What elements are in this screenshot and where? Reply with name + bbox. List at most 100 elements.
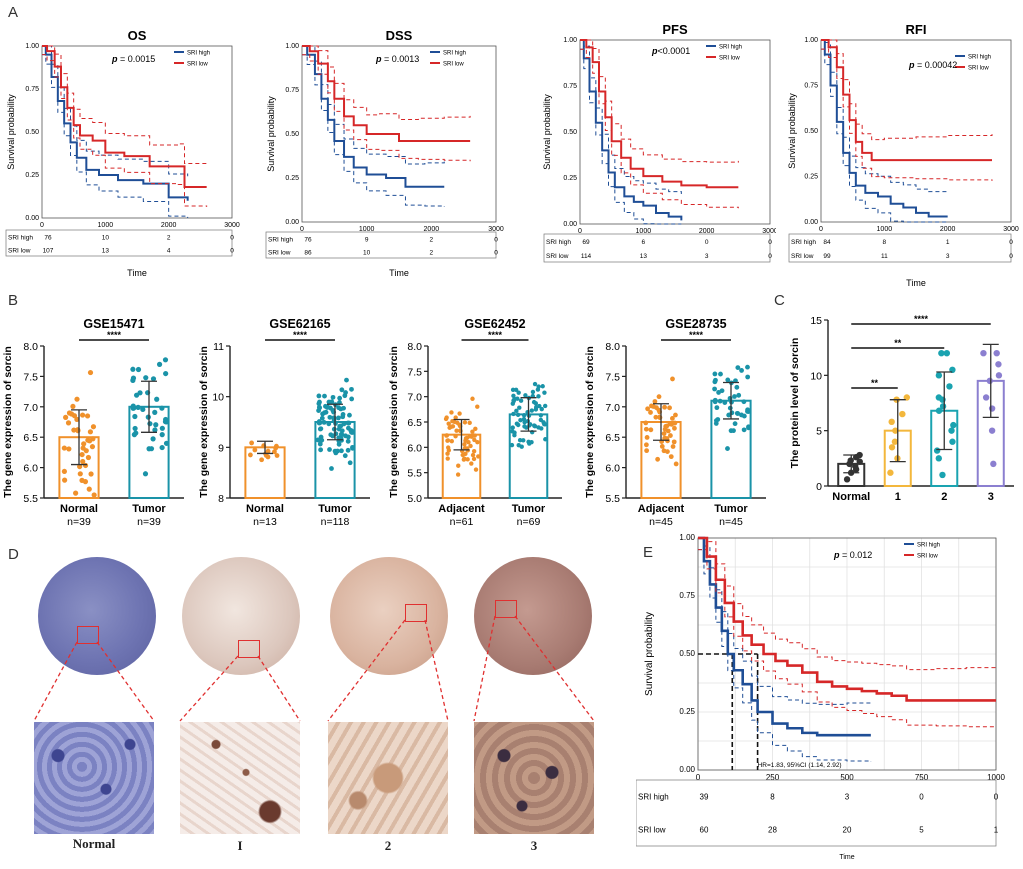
risk-table-value: 8 <box>883 239 887 246</box>
legend-label: SRI high <box>968 55 991 61</box>
data-point <box>445 438 451 443</box>
data-point <box>652 399 658 404</box>
data-point <box>643 442 649 448</box>
data-point <box>452 419 457 424</box>
sample-count: n=61 <box>450 516 474 528</box>
risk-table-frame <box>788 233 1012 263</box>
risk-table-row-label: SRI low <box>791 253 814 260</box>
data-point <box>336 415 341 421</box>
data-point <box>653 414 659 420</box>
data-point <box>510 387 516 393</box>
risk-table-row-label: SRI low <box>638 826 666 835</box>
y-tick-label: 1.00 <box>563 37 577 44</box>
x-tick-label: 1000 <box>98 222 114 229</box>
zoom-image-normal <box>34 722 154 834</box>
data-point <box>473 426 478 432</box>
p-value: p = 0.0015 <box>111 54 155 64</box>
risk-table-value: 4 <box>167 248 171 255</box>
legend-label: SRI low <box>187 62 208 68</box>
data-point <box>741 427 747 433</box>
data-point <box>77 463 83 470</box>
data-point <box>982 394 990 401</box>
data-point <box>732 421 738 427</box>
error-bar <box>141 380 157 433</box>
y-tick-label: 0.00 <box>285 219 299 226</box>
data-point <box>668 454 674 460</box>
data-point <box>472 433 477 438</box>
roi-box-grade-3 <box>495 600 517 618</box>
data-point <box>463 451 468 456</box>
chart-title: GSE28735 <box>665 317 726 331</box>
data-point <box>135 366 142 373</box>
y-tick-label: 15 <box>810 315 822 327</box>
y-tick-label: 6.5 <box>605 432 620 444</box>
error-bar <box>653 403 669 441</box>
data-point <box>727 395 733 401</box>
significance-label: **** <box>689 330 704 340</box>
risk-table-value: 84 <box>823 239 831 246</box>
significance-label: **** <box>488 330 503 340</box>
data-point <box>142 471 149 477</box>
y-tick-label: 10 <box>810 370 822 382</box>
data-point <box>532 423 537 428</box>
ci-upper-high <box>42 45 189 177</box>
data-point <box>643 420 649 426</box>
risk-table-value: 0 <box>494 237 498 244</box>
data-point <box>745 374 751 380</box>
error-bar <box>327 403 343 441</box>
data-point <box>716 390 721 395</box>
risk-table-frame <box>265 231 497 259</box>
y-tick-label: 6.0 <box>605 463 620 475</box>
data-point <box>457 411 462 416</box>
data-point <box>511 411 516 417</box>
data-point <box>467 420 472 426</box>
risk-table-value: 8 <box>770 793 775 802</box>
data-point <box>465 457 470 462</box>
risk-table-value: 86 <box>304 250 312 257</box>
y-tick-label: 9 <box>218 442 224 454</box>
data-point <box>995 361 1002 368</box>
data-point <box>87 429 93 435</box>
error-bar <box>453 418 470 451</box>
data-point <box>162 357 169 363</box>
y-tick-label: 0.50 <box>679 649 695 658</box>
comparison-label: ** <box>894 338 902 348</box>
data-point <box>339 448 344 454</box>
data-point <box>741 399 747 405</box>
risk-table-row-label: SRI high <box>8 235 33 242</box>
data-point <box>449 410 454 415</box>
data-point <box>529 439 534 445</box>
y-tick-label: 7.5 <box>605 371 620 383</box>
data-point <box>329 399 335 405</box>
ci-lower-low <box>42 54 208 207</box>
data-point <box>725 377 731 383</box>
data-point <box>345 447 351 453</box>
data-point <box>943 350 951 357</box>
y-axis-label: The gene expression of sorcin <box>584 346 596 498</box>
data-point <box>518 418 523 423</box>
data-point <box>651 404 656 409</box>
y-axis-label: Survival probability <box>266 96 276 172</box>
x-tick-label: 3000 <box>762 228 776 235</box>
data-point <box>746 425 751 431</box>
x-tick-label: 0 <box>819 226 823 233</box>
data-point <box>143 375 149 381</box>
data-point <box>133 392 140 398</box>
data-point <box>342 453 348 459</box>
data-point <box>522 420 527 425</box>
bar-chart-gse62452: GSE62452 5.0 5.5 6.0 6.5 7.0 7.5 8.0 The gene ex… <box>388 317 562 528</box>
bar-chart-gse28735: GSE28735 5.5 6.0 6.5 7.0 7.5 8.0 The gene expre… <box>584 317 766 528</box>
data-point <box>74 396 80 402</box>
data-point <box>667 405 672 411</box>
data-point <box>450 424 456 429</box>
data-point <box>515 396 520 401</box>
ci-upper-low <box>302 45 471 121</box>
data-point <box>843 476 851 483</box>
data-point <box>90 424 97 430</box>
risk-table-value: 0 <box>768 239 772 246</box>
panel-letter-b: B <box>8 292 19 309</box>
data-point <box>949 438 956 445</box>
data-point <box>320 411 325 417</box>
data-point <box>475 439 480 445</box>
data-point <box>322 393 327 399</box>
